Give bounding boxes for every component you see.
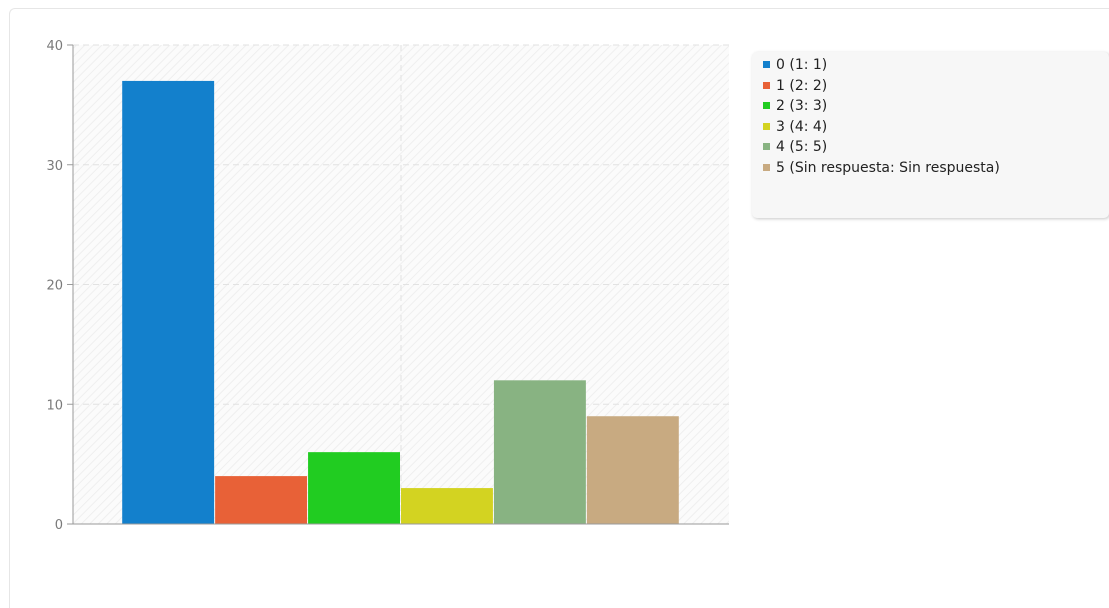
y-tick-label: 10: [46, 398, 63, 413]
legend-swatch: [763, 143, 770, 150]
legend-swatch: [763, 102, 770, 109]
legend-item-2[interactable]: 2 (3: 3): [763, 96, 1109, 117]
y-tick-label: 0: [55, 518, 63, 533]
bar-3[interactable]: [401, 488, 493, 524]
y-ticks: 0 10 20 30 40: [46, 39, 73, 533]
y-tick-label: 20: [46, 279, 63, 294]
legend-swatch: [763, 61, 770, 68]
legend-label: 0 (1: 1): [776, 57, 828, 73]
legend-swatch: [763, 81, 770, 89]
y-tick-label: 40: [46, 39, 63, 54]
legend-item-3[interactable]: 3 (4: 4): [763, 117, 1109, 138]
bar-chart: 0 10 20 30 40: [46, 39, 729, 533]
legend-label: 4 (5: 5): [776, 139, 828, 155]
legend-swatch: [763, 163, 770, 171]
legend-item-5[interactable]: 5 (Sin respuesta: Sin respuesta): [763, 158, 1109, 179]
bar-0[interactable]: [122, 80, 215, 525]
legend-label: 1 (2: 2): [776, 77, 828, 94]
chart-panel: 0 10 20 30 40 0 (1: 1) 1 (2: 2) 2 (3: 3) 3 (4: …: [9, 8, 1109, 608]
y-tick-label: 30: [46, 159, 63, 174]
legend-item-4[interactable]: 4 (5: 5): [763, 137, 1109, 158]
legend: 0 (1: 1) 1 (2: 2) 2 (3: 3) 3 (4: 4) 4 (5: 5)…: [752, 52, 1109, 218]
legend-swatch: [763, 122, 770, 130]
legend-item-0[interactable]: 0 (1: 1): [763, 55, 1109, 76]
legend-item-1[interactable]: 1 (2: 2): [763, 76, 1109, 97]
legend-label: 5 (Sin respuesta: Sin respuesta): [776, 159, 1000, 176]
bar-5[interactable]: [586, 416, 679, 524]
legend-label: 2 (3: 3): [776, 98, 828, 114]
bar-4[interactable]: [493, 380, 586, 524]
bar-1[interactable]: [215, 476, 308, 524]
legend-label: 3 (4: 4): [776, 118, 828, 135]
bars: [122, 80, 679, 525]
bar-2[interactable]: [308, 452, 400, 524]
